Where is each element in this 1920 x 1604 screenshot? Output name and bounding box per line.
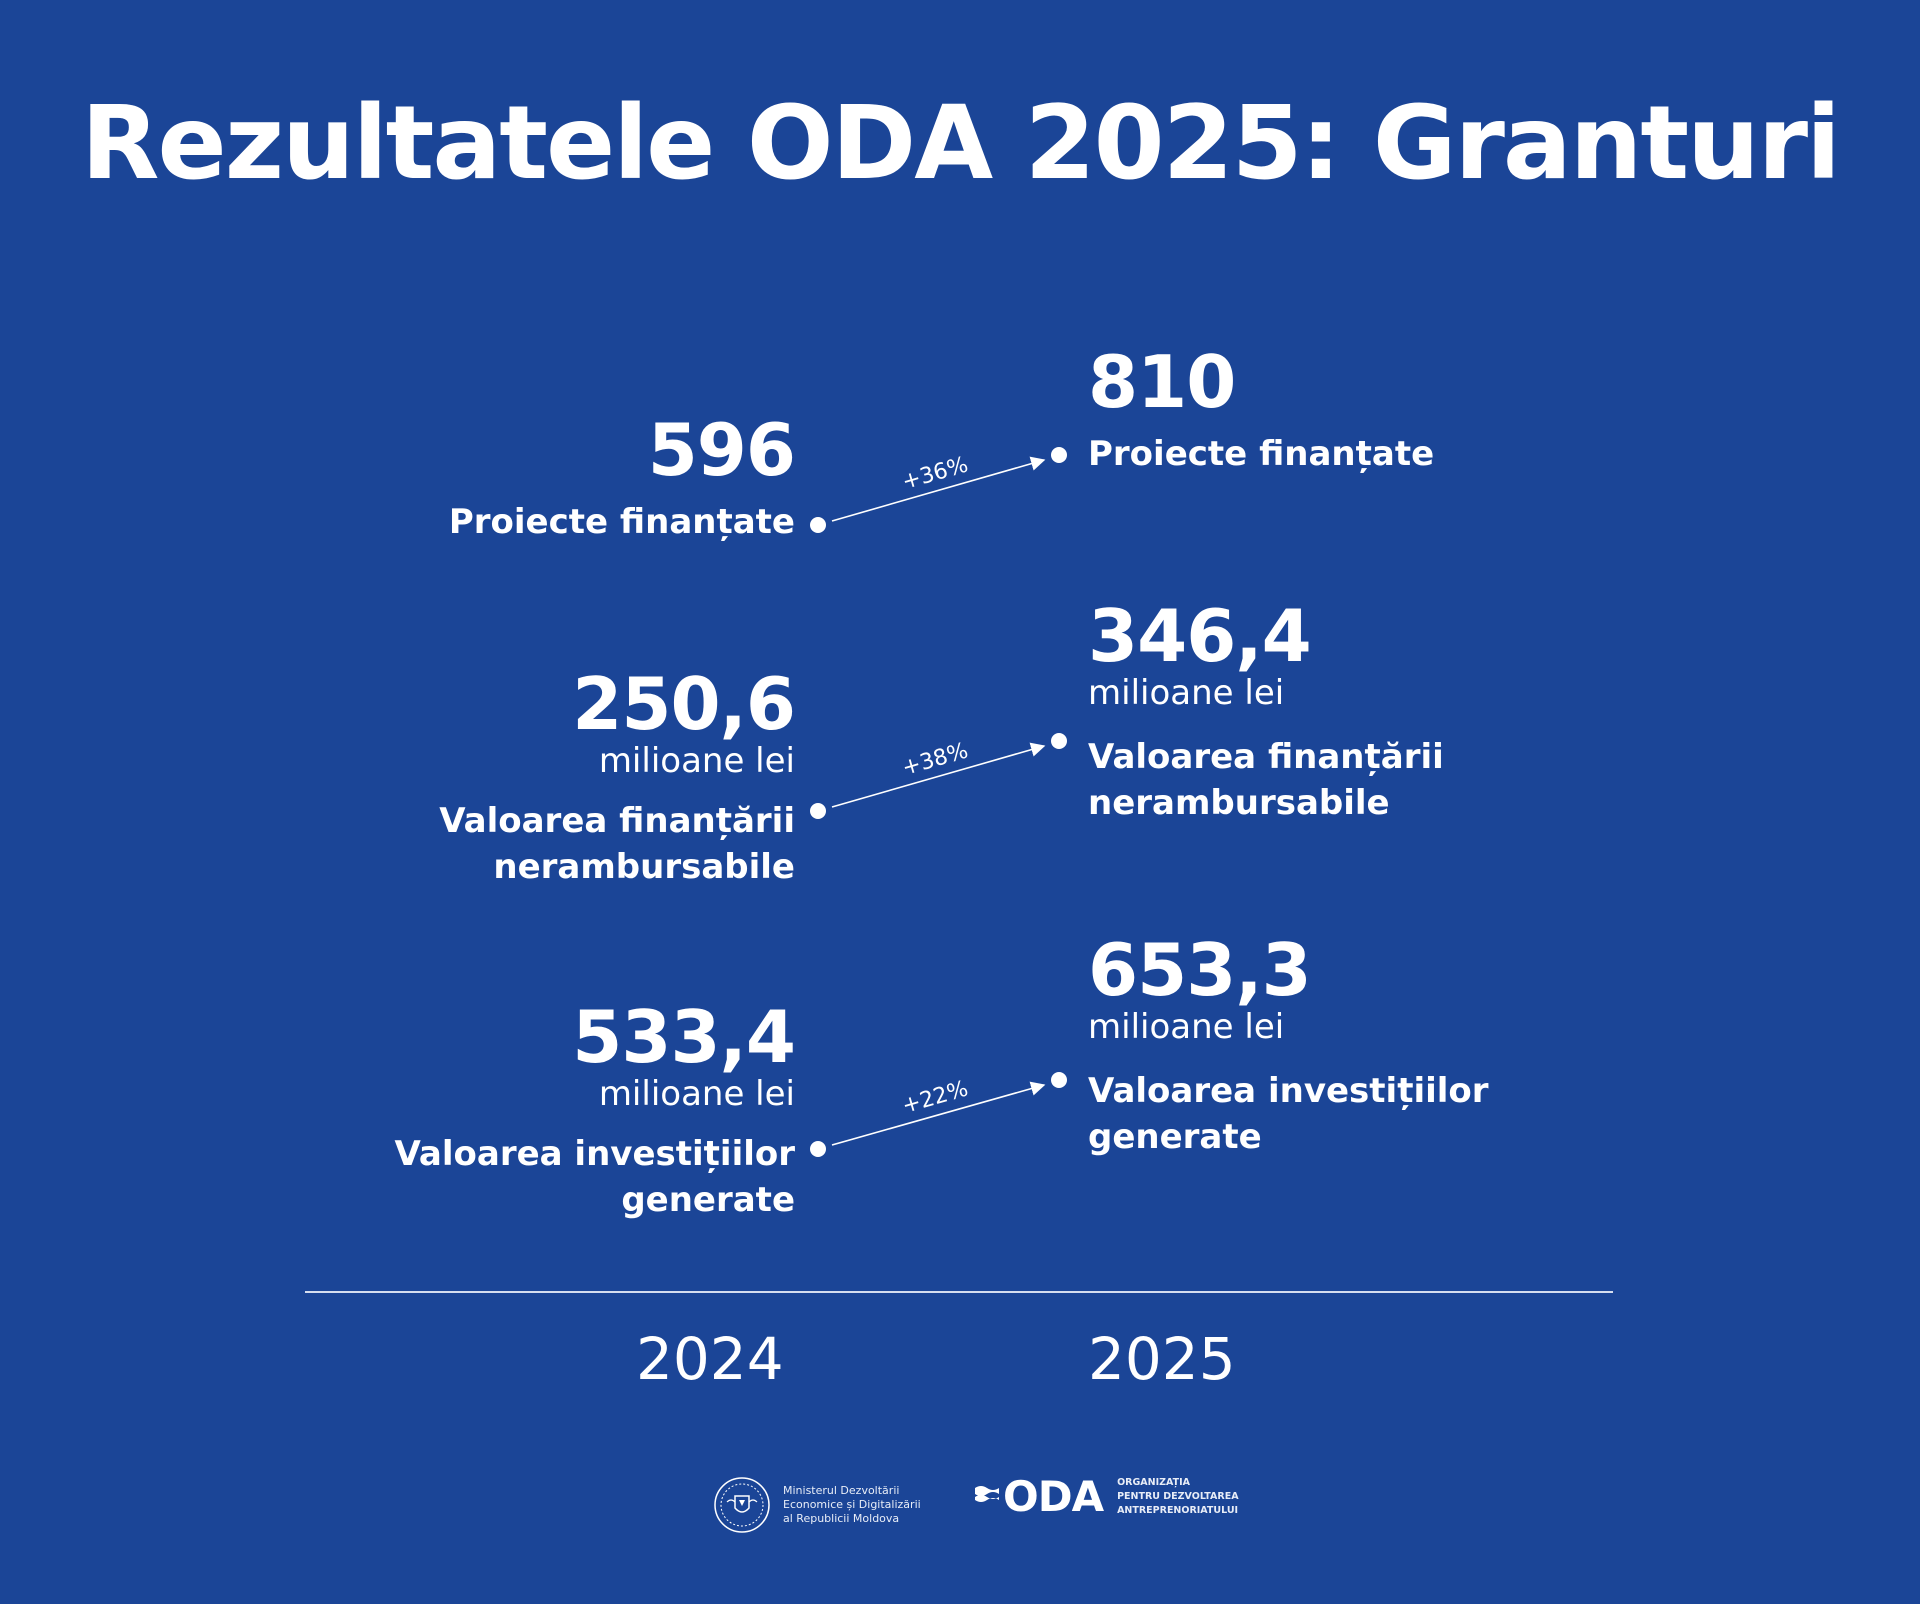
metric-unit: milioane lei xyxy=(1088,1007,1285,1047)
metric-unit: milioane lei xyxy=(598,741,795,781)
dot-2024 xyxy=(810,1141,826,1157)
ministry-logo: Ministerul Dezvoltării Economice și Digi… xyxy=(713,1476,921,1534)
metric-2025-grant-value: 346,4 milioane lei Valoarea finanțării n… xyxy=(1088,600,1444,827)
arrow-row-investments: +22% xyxy=(810,1072,1067,1157)
oda-name: ORGANIZAȚIA PENTRU DEZVOLTAREA ANTREPREN… xyxy=(1117,1477,1239,1516)
arrow-row-grant-value: +38% xyxy=(810,733,1067,819)
metric-2025-projects: 810 Proiecte finanțate xyxy=(1088,346,1434,478)
metric-value: 810 xyxy=(1088,340,1236,424)
metric-value: 346,4 xyxy=(1088,594,1312,678)
coat-of-arms-icon xyxy=(714,1477,770,1533)
oda-logo: ODA ORGANIZAȚIA PENTRU DEZVOLTAREA ANTRE… xyxy=(973,1476,1239,1518)
metric-label: Proiecte finanțate xyxy=(448,502,795,542)
ministry-name: Ministerul Dezvoltării Economice și Digi… xyxy=(783,1483,921,1526)
metric-2025-investments: 653,3 milioane lei Valoarea investițiilo… xyxy=(1088,934,1489,1161)
dot-2024 xyxy=(810,517,826,533)
metric-value: 653,3 xyxy=(1088,928,1312,1012)
oda-flag-icon xyxy=(975,1486,999,1502)
metric-2024-investments: 533,4 milioane lei Valoarea investițiilo… xyxy=(394,995,796,1224)
metric-unit: milioane lei xyxy=(1088,673,1285,713)
metric-label: Proiecte finanțate xyxy=(1088,434,1435,474)
divider xyxy=(305,1291,1613,1293)
metric-unit: milioane lei xyxy=(598,1074,795,1114)
change-label: +36% xyxy=(899,452,971,495)
oda-wordmark: ODA xyxy=(1003,1472,1104,1521)
dot-2025 xyxy=(1051,1072,1067,1088)
page-title: Rezultatele ODA 2025: Granturi xyxy=(81,84,1841,203)
metric-value: 533,4 xyxy=(572,995,796,1079)
change-label: +38% xyxy=(899,738,971,781)
arrow-row-projects: +36% xyxy=(810,447,1067,533)
dot-2024 xyxy=(810,803,826,819)
dot-2025 xyxy=(1051,733,1067,749)
metric-label: Valoarea investițiilor generate xyxy=(1088,1071,1489,1157)
year-label-2025: 2025 xyxy=(1088,1325,1236,1393)
dot-2025 xyxy=(1051,447,1067,463)
metric-2024-projects: 596 Proiecte finanțate xyxy=(448,408,796,546)
change-label: +22% xyxy=(899,1076,971,1119)
metric-value: 250,6 xyxy=(572,662,796,746)
year-label-2024: 2024 xyxy=(636,1325,784,1393)
metric-label: Valoarea finanțării nerambursabile xyxy=(1088,737,1444,823)
metric-label: Valoarea finanțării nerambursabile xyxy=(439,801,795,887)
metric-2024-grant-value: 250,6 milioane lei Valoarea finanțării n… xyxy=(439,662,796,891)
metric-value: 596 xyxy=(647,408,796,492)
metric-label: Valoarea investițiilor generate xyxy=(394,1134,795,1220)
